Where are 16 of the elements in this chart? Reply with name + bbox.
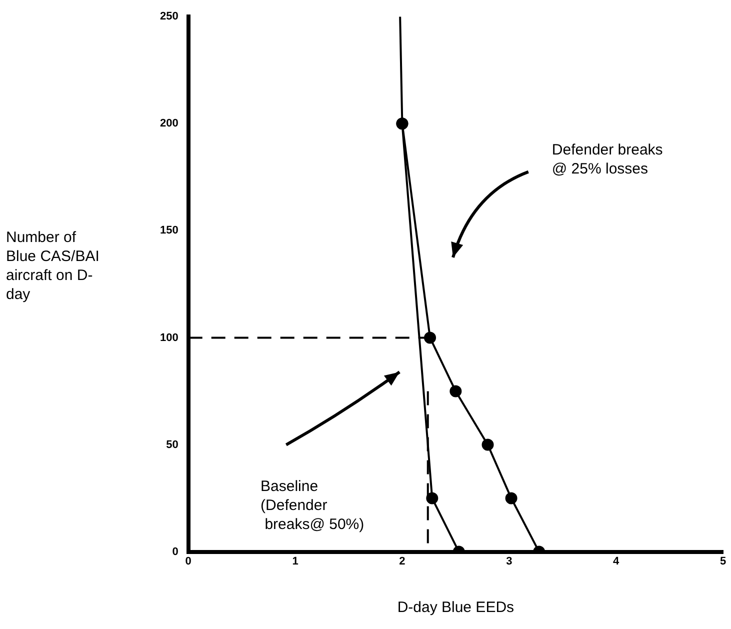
y-tick-label: 0 [172, 546, 178, 558]
annotation: Baseline (Defender breaks@ 50%) [260, 478, 364, 534]
x-tick-label: 1 [292, 555, 298, 568]
y-tick-label: 150 [160, 224, 178, 237]
x-tick-label: 4 [613, 555, 620, 568]
annotation: Defender breaks @ 25% losses [552, 142, 663, 178]
x-tick-label: 5 [720, 555, 726, 568]
x-tick-label: 2 [399, 555, 406, 568]
y-tick-label: 200 [160, 118, 178, 130]
y-tick-label: 250 [160, 10, 178, 23]
y-axis-title: Number of Blue CAS/BAI aircraft on D-day [6, 228, 100, 304]
y-tick-label: 50 [166, 438, 178, 451]
y-tick-label: 100 [160, 332, 178, 344]
x-tick-label: 0 [185, 555, 192, 568]
x-tick-label: 3 [506, 555, 512, 568]
x-axis-title: D-day Blue EEDs [397, 599, 514, 616]
